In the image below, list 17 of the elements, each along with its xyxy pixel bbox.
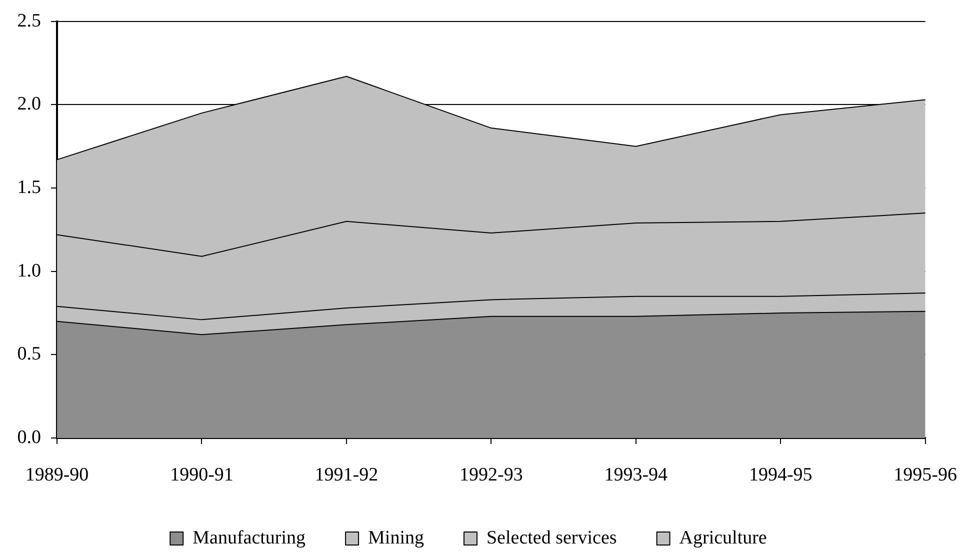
x-tick-label: 1991-92 bbox=[314, 464, 378, 486]
y-tick-label: 2.5 bbox=[17, 10, 41, 32]
legend-label: Mining bbox=[368, 527, 424, 548]
y-tick-label: 1.0 bbox=[17, 260, 41, 282]
x-tick-label: 1989-90 bbox=[25, 464, 89, 486]
x-tick-label: 1994-95 bbox=[748, 464, 812, 486]
legend-label: Selected services bbox=[486, 527, 617, 548]
legend-label: Manufacturing bbox=[192, 527, 306, 548]
x-tick-label: 1993-94 bbox=[604, 464, 668, 486]
y-tick-label: 0.0 bbox=[17, 426, 41, 448]
y-tick-label: 0.5 bbox=[17, 344, 41, 365]
legend-label: Agriculture bbox=[679, 527, 767, 548]
x-tick-label: 1990-91 bbox=[170, 464, 234, 486]
x-tick-label: 1992-93 bbox=[460, 464, 523, 486]
x-tick-label: 1995-96 bbox=[894, 464, 957, 486]
y-tick-label: 1.5 bbox=[17, 177, 41, 198]
y-tick-label: 2.0 bbox=[17, 94, 41, 115]
